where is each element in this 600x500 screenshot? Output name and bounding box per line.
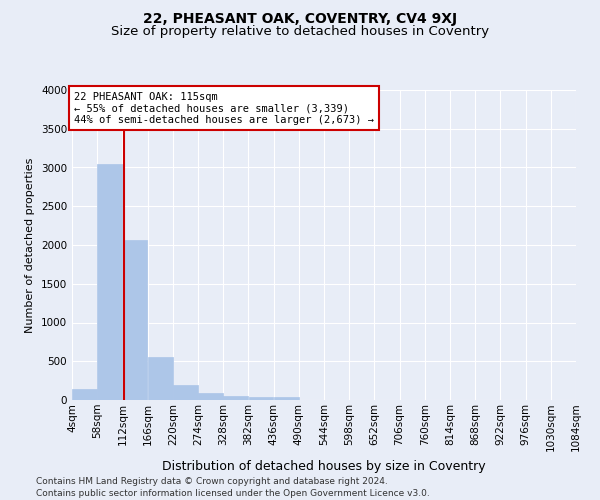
Y-axis label: Number of detached properties: Number of detached properties [25, 158, 35, 332]
Bar [122, 240, 148, 400]
Text: Size of property relative to detached houses in Coventry: Size of property relative to detached ho… [111, 25, 489, 38]
Bar [72, 389, 97, 400]
Bar [97, 164, 122, 400]
Bar [223, 396, 248, 400]
Bar [173, 384, 198, 400]
X-axis label: Distribution of detached houses by size in Coventry: Distribution of detached houses by size … [162, 460, 486, 472]
Bar [248, 397, 274, 400]
Bar [274, 397, 299, 400]
Text: 22 PHEASANT OAK: 115sqm
← 55% of detached houses are smaller (3,339)
44% of semi: 22 PHEASANT OAK: 115sqm ← 55% of detache… [74, 92, 374, 124]
Text: 22, PHEASANT OAK, COVENTRY, CV4 9XJ: 22, PHEASANT OAK, COVENTRY, CV4 9XJ [143, 12, 457, 26]
Text: Contains public sector information licensed under the Open Government Licence v3: Contains public sector information licen… [36, 489, 430, 498]
Text: Contains HM Land Registry data © Crown copyright and database right 2024.: Contains HM Land Registry data © Crown c… [36, 478, 388, 486]
Bar [198, 394, 223, 400]
Bar [148, 357, 173, 400]
